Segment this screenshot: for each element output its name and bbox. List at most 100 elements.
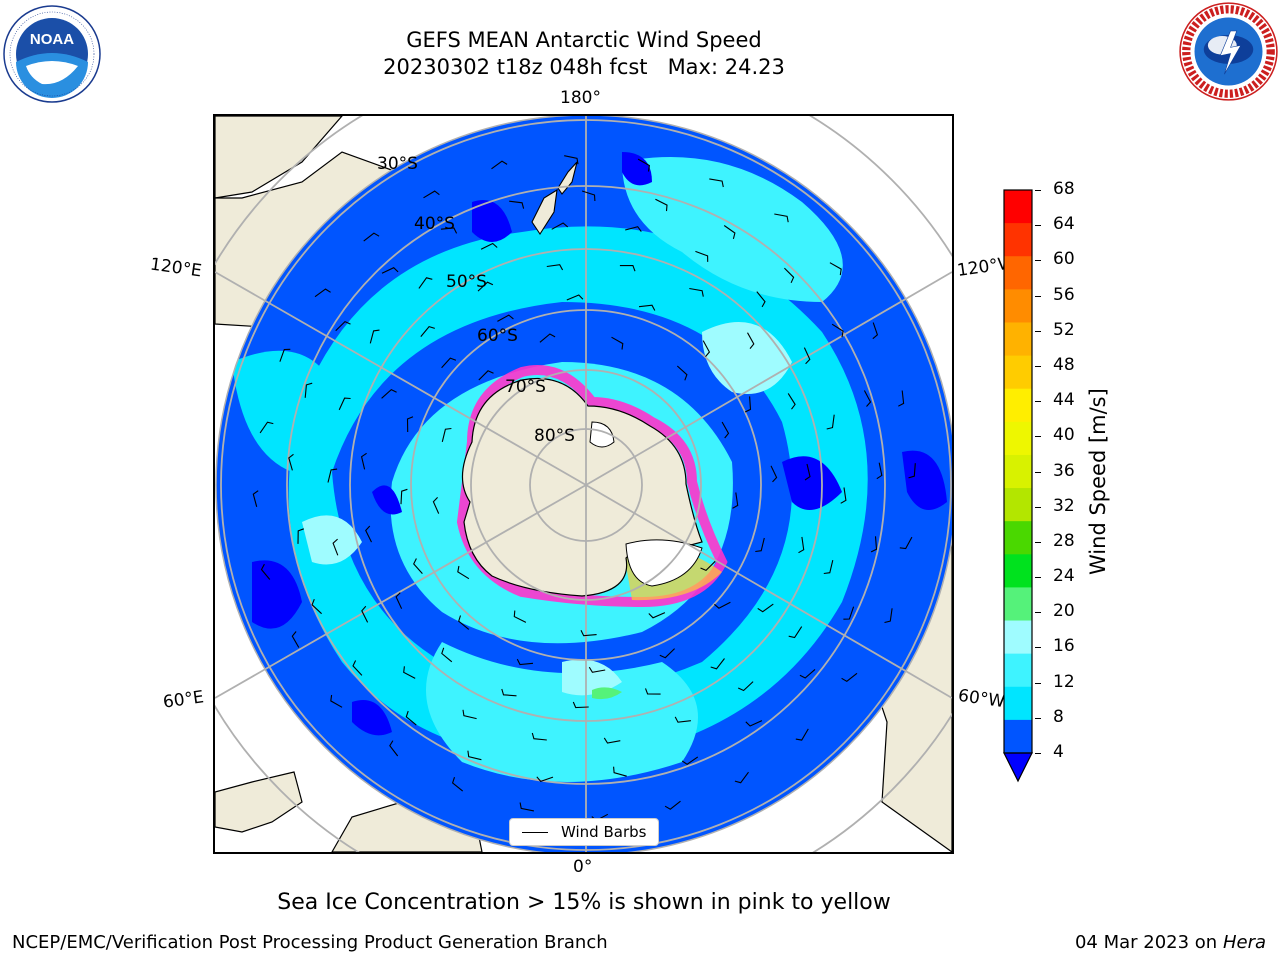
colorbar-tick-mark	[1035, 330, 1041, 332]
wind-barb	[477, 281, 494, 292]
wind-barb	[395, 592, 403, 609]
colorbar-tick-label: 68	[1053, 179, 1075, 199]
wind-barb	[737, 681, 754, 692]
colorbar-segment	[1004, 190, 1032, 224]
colorbar-tick-mark	[1035, 365, 1041, 367]
wind-barb	[314, 288, 331, 298]
colorbar-ticks: 4 8 12 16 20 24 28 32 36 40 44 48 52 56 60 64 68	[1035, 179, 1085, 784]
lat-label-30s: 30°S	[377, 154, 418, 174]
wind-barb	[674, 716, 691, 723]
wind-barb	[279, 348, 291, 362]
wind-barb	[702, 340, 711, 357]
wind-barb	[252, 490, 259, 507]
wind-barb	[870, 536, 878, 553]
wind-barb	[451, 777, 464, 792]
chart-title: GEFS MEAN Antarctic Wind Speed	[406, 28, 762, 52]
colorbar-tick-label: 32	[1053, 495, 1075, 516]
colorbar-segment	[1004, 388, 1032, 423]
wind-barb	[546, 264, 564, 271]
wind-barb	[826, 414, 835, 430]
wind-barb	[788, 626, 803, 639]
wind-barb	[352, 660, 363, 676]
wind-barb	[291, 631, 300, 648]
lat-label-60s: 60°S	[477, 326, 518, 346]
wind-barb	[681, 756, 699, 765]
wind-barb	[462, 709, 477, 720]
wind-barb	[467, 750, 482, 761]
colorbar-tick-mark	[1035, 401, 1041, 403]
wind-barb	[363, 232, 380, 242]
wind-barb	[413, 558, 423, 574]
wind-barb	[531, 732, 547, 741]
wind-barb	[676, 365, 688, 381]
wind-barb	[803, 347, 811, 365]
wind-barb	[369, 329, 380, 344]
wind-barb	[613, 766, 627, 777]
wind-barb	[798, 536, 805, 554]
ross-ice-shelf	[589, 421, 615, 448]
colorbar	[1003, 189, 1033, 783]
footer-credit: NCEP/EMC/Verification Post Processing Pr…	[12, 932, 608, 953]
legend-line-swatch	[522, 832, 548, 833]
wind-barb	[638, 304, 656, 311]
lat-label-70s: 70°S	[505, 377, 546, 397]
wind-barb	[659, 648, 675, 659]
wind-barb	[756, 291, 766, 308]
wind-barb	[516, 658, 534, 666]
wind-barb	[519, 802, 535, 812]
wind-barbs	[252, 155, 916, 822]
wind-barb	[588, 666, 606, 673]
wind-barb	[423, 190, 440, 199]
wind-barb	[872, 322, 879, 340]
wind-barb	[551, 222, 569, 230]
colorbar-tick-label: 48	[1053, 354, 1075, 375]
colorbar-segment	[1004, 719, 1032, 754]
colorbar-tick-mark	[1035, 190, 1041, 191]
noaa-logo-text: NOAA	[30, 31, 74, 48]
wind-barb	[365, 525, 372, 543]
wind-barb	[863, 390, 872, 407]
footer-date: 04 Mar 2023 on Hera	[1075, 932, 1266, 953]
wind-barb	[603, 737, 621, 744]
wind-barb	[732, 492, 739, 509]
footer-date-text: 04 Mar 2023 on	[1074, 932, 1218, 953]
lat-label-50s: 50°S	[446, 272, 487, 292]
wind-barb	[304, 382, 313, 398]
footer-machine: Hera	[1222, 932, 1266, 953]
colorbar-tick-mark	[1035, 541, 1041, 543]
wind-barb	[899, 536, 913, 550]
wind-barb	[799, 668, 816, 679]
lon-label-120e: 120°E	[148, 254, 203, 282]
wind-barb	[581, 190, 596, 202]
wind-barb	[829, 262, 842, 276]
colorbar-tick-label: 36	[1053, 460, 1075, 481]
wind-barb	[841, 672, 858, 682]
wind-barb	[843, 606, 855, 620]
wind-barb	[478, 370, 494, 381]
wind-barb	[840, 487, 847, 504]
lon-label-180: 180°	[560, 88, 601, 108]
wind-barb	[831, 323, 844, 338]
colorbar-segment	[1004, 521, 1032, 555]
legend-label: Wind Barbs	[561, 823, 647, 841]
chart-subtitle: 20230302 t18z 048h fcst Max: 24.23	[383, 55, 785, 79]
colorbar-label: Wind Speed [m/s]	[1086, 388, 1110, 575]
wind-barb	[389, 740, 399, 757]
colorbar-tick-label: 8	[1053, 706, 1064, 727]
colorbar-segment	[1004, 355, 1032, 390]
map-boundary	[215, 116, 952, 852]
colorbar-segment	[1004, 587, 1032, 622]
colorbar-segments	[1004, 190, 1032, 754]
wind-barb	[513, 610, 527, 623]
colorbar-outline	[1003, 189, 1033, 754]
wind-barb	[908, 463, 916, 479]
colorbar-segment	[1004, 686, 1032, 721]
wind-barb	[509, 200, 525, 209]
colorbar-tick-label: 52	[1053, 319, 1075, 340]
colorbar-tick-label: 56	[1053, 284, 1075, 305]
wind-barb	[580, 630, 597, 637]
wind-barb	[689, 287, 704, 297]
colorbar-segment	[1004, 289, 1032, 323]
wind-barb	[260, 563, 271, 580]
wind-barb	[501, 688, 517, 697]
